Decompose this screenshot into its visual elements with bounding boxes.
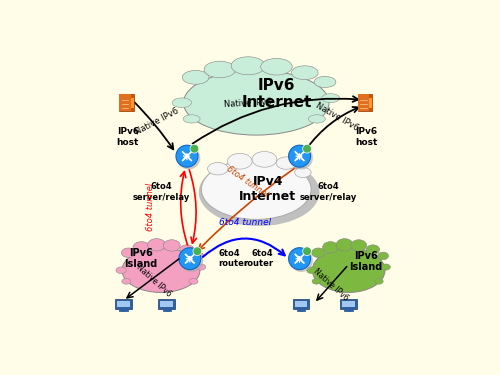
Circle shape xyxy=(290,147,312,169)
Ellipse shape xyxy=(133,242,150,253)
Ellipse shape xyxy=(366,245,380,254)
Ellipse shape xyxy=(182,70,209,84)
Ellipse shape xyxy=(164,240,180,251)
Ellipse shape xyxy=(196,264,205,270)
Ellipse shape xyxy=(122,279,131,284)
Ellipse shape xyxy=(312,248,385,292)
Ellipse shape xyxy=(292,66,318,80)
Ellipse shape xyxy=(204,61,236,78)
Ellipse shape xyxy=(378,252,388,260)
Text: 6to4 tunnel: 6to4 tunnel xyxy=(218,218,271,227)
Ellipse shape xyxy=(192,252,203,260)
Text: IPv6
Island: IPv6 Island xyxy=(124,248,158,270)
FancyBboxPatch shape xyxy=(342,301,355,307)
FancyBboxPatch shape xyxy=(369,98,372,108)
FancyBboxPatch shape xyxy=(340,299,357,309)
Circle shape xyxy=(178,147,200,169)
FancyBboxPatch shape xyxy=(117,301,130,307)
Text: IPv6
host: IPv6 host xyxy=(355,127,377,147)
FancyBboxPatch shape xyxy=(115,299,132,309)
Text: IPv6
host: IPv6 host xyxy=(116,127,139,147)
FancyBboxPatch shape xyxy=(358,94,368,111)
Text: Native IPv6: Native IPv6 xyxy=(314,101,360,133)
Ellipse shape xyxy=(294,167,311,177)
Text: Native IPv6: Native IPv6 xyxy=(312,267,350,303)
Ellipse shape xyxy=(116,267,126,273)
Ellipse shape xyxy=(228,153,252,169)
Text: Native IPv6: Native IPv6 xyxy=(134,262,173,298)
Ellipse shape xyxy=(260,58,292,75)
Ellipse shape xyxy=(252,152,277,167)
Text: IPv6
Island: IPv6 Island xyxy=(350,251,382,272)
Circle shape xyxy=(176,145,198,167)
Circle shape xyxy=(193,247,202,256)
FancyBboxPatch shape xyxy=(292,299,310,309)
Ellipse shape xyxy=(183,115,200,123)
Ellipse shape xyxy=(322,94,340,103)
Circle shape xyxy=(180,249,203,272)
Ellipse shape xyxy=(208,162,228,175)
Ellipse shape xyxy=(184,70,329,135)
Circle shape xyxy=(302,144,312,153)
Circle shape xyxy=(288,145,310,167)
FancyBboxPatch shape xyxy=(358,94,372,111)
Ellipse shape xyxy=(180,245,194,254)
FancyBboxPatch shape xyxy=(294,301,308,307)
Ellipse shape xyxy=(312,248,325,258)
Text: 6to4
router: 6to4 router xyxy=(244,249,274,268)
Ellipse shape xyxy=(122,248,136,258)
Circle shape xyxy=(290,249,312,272)
Text: 6to4 tunnel: 6to4 tunnel xyxy=(225,165,270,200)
FancyBboxPatch shape xyxy=(120,94,130,111)
Circle shape xyxy=(302,247,312,256)
Text: IPv4
Internet: IPv4 Internet xyxy=(239,176,296,203)
Text: 6to4
router: 6to4 router xyxy=(218,249,249,268)
Ellipse shape xyxy=(148,238,166,251)
Ellipse shape xyxy=(231,57,265,75)
Ellipse shape xyxy=(172,98,192,108)
FancyBboxPatch shape xyxy=(131,98,134,108)
Text: 6to4
server/relay: 6to4 server/relay xyxy=(300,182,357,201)
FancyBboxPatch shape xyxy=(158,299,175,309)
Text: Native IPv6: Native IPv6 xyxy=(224,97,272,108)
Ellipse shape xyxy=(322,242,338,253)
Ellipse shape xyxy=(374,279,383,284)
Ellipse shape xyxy=(308,115,326,123)
Ellipse shape xyxy=(382,264,390,270)
Text: Native IPv6: Native IPv6 xyxy=(134,106,180,137)
Circle shape xyxy=(288,248,310,270)
Circle shape xyxy=(190,144,199,153)
FancyBboxPatch shape xyxy=(120,94,134,111)
Ellipse shape xyxy=(202,159,311,219)
Ellipse shape xyxy=(314,76,336,87)
Ellipse shape xyxy=(122,248,200,292)
Text: IPv6
Internet: IPv6 Internet xyxy=(242,78,312,110)
Ellipse shape xyxy=(276,157,296,169)
Ellipse shape xyxy=(351,240,366,251)
Ellipse shape xyxy=(336,238,353,251)
Circle shape xyxy=(179,248,201,270)
Ellipse shape xyxy=(306,267,316,273)
Ellipse shape xyxy=(189,279,198,284)
Ellipse shape xyxy=(312,279,320,284)
FancyBboxPatch shape xyxy=(160,301,173,307)
Text: 6to4
server/relay: 6to4 server/relay xyxy=(132,182,190,201)
Ellipse shape xyxy=(199,159,320,226)
Text: 6to4 tunnel: 6to4 tunnel xyxy=(146,183,156,231)
